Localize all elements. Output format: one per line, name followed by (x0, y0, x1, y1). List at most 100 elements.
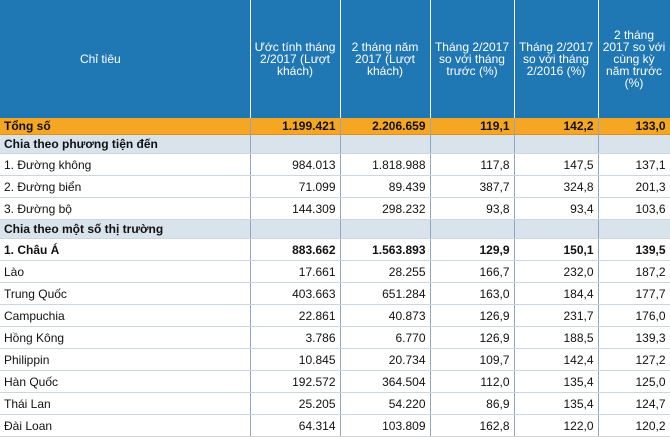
header-vs-prev-month: Tháng 2/2017 so với tháng trước (%) (430, 0, 515, 118)
empty-cell (598, 219, 670, 239)
cell-value: 298.232 (340, 197, 431, 220)
empty-cell (340, 134, 431, 154)
row-label: 2. Đường biển (0, 175, 251, 198)
empty-cell (340, 219, 431, 239)
cell-value: 166,7 (430, 260, 515, 283)
cell-value: 28.255 (340, 260, 431, 283)
cell-value: 984.013 (250, 153, 341, 176)
cell-value: 20.734 (340, 348, 431, 371)
row-label: Lào (0, 260, 251, 283)
cell-value: 120,2 (598, 414, 670, 437)
cell-value: 40.873 (340, 304, 431, 327)
cell-value: 93,8 (430, 197, 515, 220)
cell-value: 109,7 (430, 348, 515, 371)
cell-value: 176,0 (598, 304, 670, 327)
cell-value: 125,0 (598, 370, 670, 393)
header-feb-estimate: Ước tính tháng 2/2017 (Lượt khách) (250, 0, 341, 118)
cell-value: 103,6 (598, 197, 670, 220)
cell-value: 231,7 (514, 304, 599, 327)
row-label: Chia theo một số thị trường (0, 219, 251, 239)
cell-value: 142,2 (514, 118, 599, 135)
cell-value: 232,0 (514, 260, 599, 283)
row-label: 3. Đường bộ (0, 197, 251, 220)
cell-value: 403.663 (250, 282, 341, 305)
empty-cell (514, 134, 599, 154)
table-row: Lào 17.661 28.255 166,7 232,0 187,2 (0, 260, 670, 283)
cell-value: 93,4 (514, 197, 599, 220)
cell-value: 89.439 (340, 175, 431, 198)
row-label: Philippin (0, 348, 251, 371)
cell-value: 25.205 (250, 392, 341, 415)
row-label: Thái Lan (0, 392, 251, 415)
cell-value: 142,4 (514, 348, 599, 371)
group-total-row: 1. Châu Á 883.662 1.563.893 129,9 150,1 139,5 (0, 238, 670, 261)
cell-value: 651.284 (340, 282, 431, 305)
cell-value: 122,0 (514, 414, 599, 437)
cell-value: 2.206.659 (340, 118, 431, 135)
cell-value: 22.861 (250, 304, 341, 327)
cell-value: 139,5 (598, 238, 670, 261)
cell-value: 883.662 (250, 238, 341, 261)
row-label: 1. Châu Á (0, 238, 251, 261)
cell-value: 3.786 (250, 326, 341, 349)
cell-value: 187,2 (598, 260, 670, 283)
empty-cell (514, 219, 599, 239)
cell-value: 177,7 (598, 282, 670, 305)
cell-value: 137,1 (598, 153, 670, 176)
cell-value: 188,5 (514, 326, 599, 349)
row-label: Hàn Quốc (0, 370, 251, 393)
cell-value: 54.220 (340, 392, 431, 415)
cell-value: 86,9 (430, 392, 515, 415)
cell-value: 119,1 (430, 118, 515, 135)
row-label: 1. Đường không (0, 153, 251, 176)
table-row: Philippin 10.845 20.734 109,7 142,4 127,2 (0, 348, 670, 371)
table-row: Thái Lan 25.205 54.220 86,9 135,4 124,7 (0, 392, 670, 415)
table-body: Tổng số 1.199.421 2.206.659 119,1 142,2 133,0… (0, 118, 670, 437)
table-row: Trung Quốc 403.663 651.284 163,0 184,4 177,7 (0, 282, 670, 305)
cell-value: 126,9 (430, 326, 515, 349)
cell-value: 1.199.421 (250, 118, 341, 135)
header-row: Chỉ tiêu Ước tính tháng 2/2017 (Lượt khá… (0, 0, 670, 118)
row-label: Chia theo phương tiện đến (0, 134, 251, 154)
cell-value: 192.572 (250, 370, 341, 393)
empty-cell (598, 134, 670, 154)
section-header-row: Chia theo một số thị trường (0, 219, 670, 239)
cell-value: 147,5 (514, 153, 599, 176)
row-label: Trung Quốc (0, 282, 251, 305)
cell-value: 324,8 (514, 175, 599, 198)
cell-value: 124,7 (598, 392, 670, 415)
table-row: Hàn Quốc 192.572 364.504 112,0 135,4 125,0 (0, 370, 670, 393)
header-two-months: 2 tháng năm 2017 (Lượt khách) (340, 0, 431, 118)
cell-value: 135,4 (514, 392, 599, 415)
section-header-row: Chia theo phương tiện đến (0, 134, 670, 154)
cell-value: 364.504 (340, 370, 431, 393)
cell-value: 127,2 (598, 348, 670, 371)
empty-cell (250, 219, 341, 239)
table-row: Hồng Kông 3.786 6.770 126,9 188,5 139,3 (0, 326, 670, 349)
cell-value: 117,8 (430, 153, 515, 176)
cell-value: 144.309 (250, 197, 341, 220)
cell-value: 112,0 (430, 370, 515, 393)
cell-value: 135,4 (514, 370, 599, 393)
cell-value: 10.845 (250, 348, 341, 371)
cell-value: 133,0 (598, 118, 670, 135)
cell-value: 71.099 (250, 175, 341, 198)
cell-value: 150,1 (514, 238, 599, 261)
cell-value: 6.770 (340, 326, 431, 349)
header-vs-same-period: 2 tháng 2017 so với cùng kỳ năm trước (%… (598, 0, 670, 118)
cell-value: 1.563.893 (340, 238, 431, 261)
cell-value: 129,9 (430, 238, 515, 261)
row-label: Tổng số (0, 118, 251, 135)
cell-value: 139,3 (598, 326, 670, 349)
row-label: Campuchia (0, 304, 251, 327)
empty-cell (430, 134, 515, 154)
cell-value: 162,8 (430, 414, 515, 437)
cell-value: 387,7 (430, 175, 515, 198)
cell-value: 126,9 (430, 304, 515, 327)
cell-value: 163,0 (430, 282, 515, 305)
table-row: 1. Đường không 984.013 1.818.988 117,8 147,5… (0, 153, 670, 176)
table-row: Campuchia 22.861 40.873 126,9 231,7 176,0 (0, 304, 670, 327)
cell-value: 103.809 (340, 414, 431, 437)
cell-value: 64.314 (250, 414, 341, 437)
